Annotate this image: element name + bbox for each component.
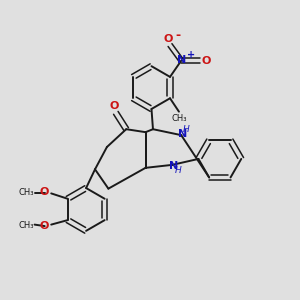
Text: N: N <box>177 55 186 64</box>
Text: O: O <box>164 34 173 44</box>
Text: CH₃: CH₃ <box>19 188 34 197</box>
Text: O: O <box>110 101 119 111</box>
Text: H: H <box>174 166 181 175</box>
Text: N: N <box>178 129 187 139</box>
Text: O: O <box>202 56 211 65</box>
Text: H: H <box>183 125 190 134</box>
Text: O: O <box>40 221 50 231</box>
Text: CH₃: CH₃ <box>172 114 187 123</box>
Text: N: N <box>169 161 178 171</box>
Text: CH₃: CH₃ <box>19 221 34 230</box>
Text: +: + <box>187 50 195 60</box>
Text: -: - <box>175 29 180 42</box>
Text: O: O <box>40 187 50 196</box>
